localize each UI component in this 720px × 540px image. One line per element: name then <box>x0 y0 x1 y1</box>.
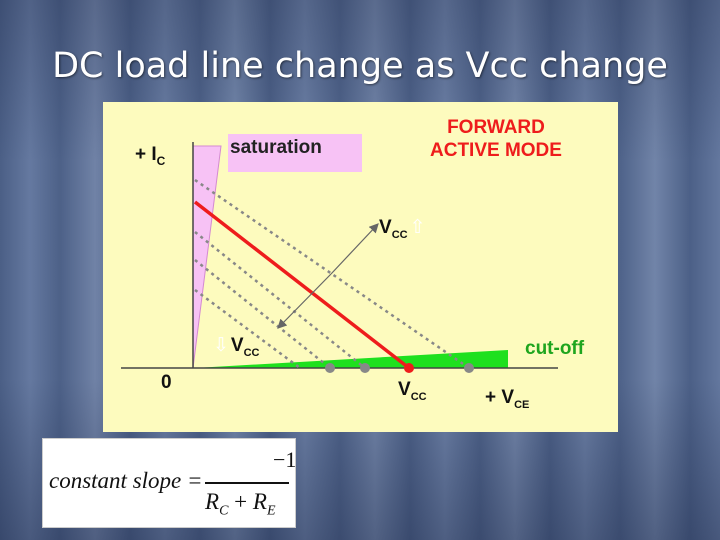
y-axis-label: + IC <box>135 144 166 168</box>
down-arrow-icon: ⇩ <box>213 335 229 356</box>
slide-title: DC load line change as Vcc change <box>52 46 668 86</box>
load-line-lower-vcc-3 <box>194 288 301 370</box>
vcc-decrease-label: ⇩ VCC <box>213 335 260 359</box>
slope-formula: constant slope = −1 RC + RE <box>42 438 296 528</box>
vcc-dot-main <box>404 363 414 373</box>
formula-denominator: RC + RE <box>205 489 276 519</box>
formula-numerator: −1 <box>273 447 297 472</box>
load-line-lower-vcc-2 <box>194 259 331 369</box>
origin-label: 0 <box>161 372 172 393</box>
vcc-dot-2 <box>360 363 370 373</box>
diagram-graphics <box>121 134 558 373</box>
cutoff-label: cut-off <box>525 338 585 359</box>
x-axis-label: + VCE <box>485 387 530 411</box>
vcc-axis-label: VCC <box>398 379 427 403</box>
vcc-increase-label: VCC ⇧ <box>379 217 426 241</box>
mode-label: FORWARD ACTIVE MODE <box>430 117 562 161</box>
load-line-diagram: + IC saturation FORWARD ACTIVE MODE VCC ⇧… <box>103 102 618 432</box>
formula-lhs: constant slope = <box>49 468 203 493</box>
saturation-label-box <box>228 134 362 172</box>
vcc-dot-3 <box>464 363 474 373</box>
up-arrow-icon: ⇧ <box>409 217 426 238</box>
cutoff-region <box>195 350 508 368</box>
load-line-lower-vcc-1 <box>194 231 366 369</box>
saturation-label: saturation <box>230 137 322 158</box>
fraction-bar <box>205 482 289 484</box>
shift-arrow-down <box>277 273 332 329</box>
load-line-main <box>193 200 411 370</box>
vcc-dot-1 <box>325 363 335 373</box>
shift-arrow-up <box>330 223 379 275</box>
